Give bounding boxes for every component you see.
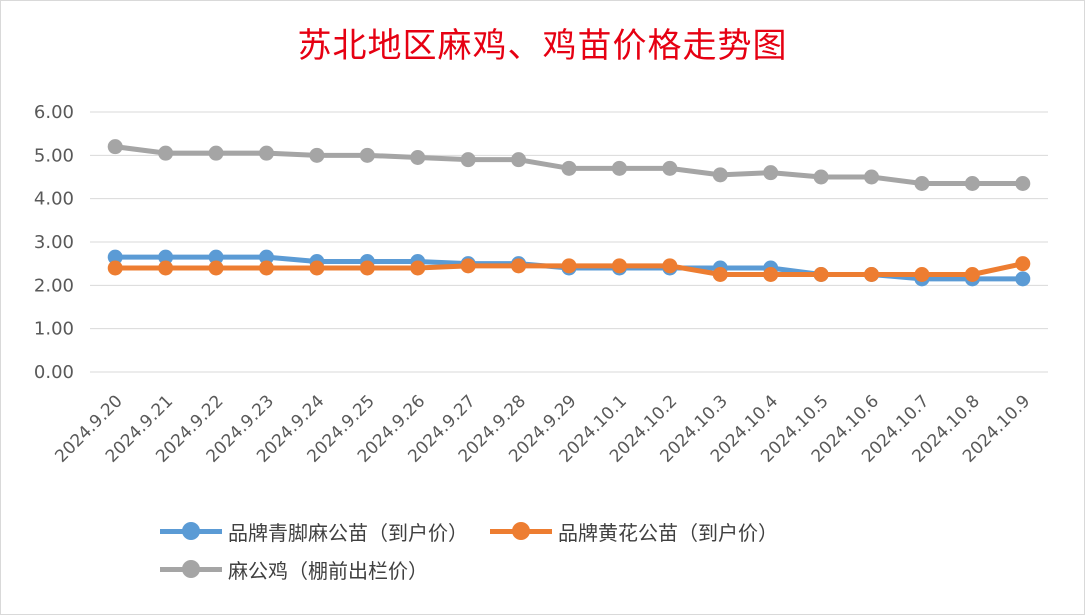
series-3-point [662, 160, 678, 176]
series-3-point [763, 165, 779, 181]
series-3-point [914, 176, 930, 191]
series-2-point [1015, 256, 1031, 272]
legend-item-series-1[interactable]: 品牌青脚麻公苗（到户价） [160, 517, 468, 546]
series-3-point [813, 169, 829, 185]
series-1-point [1015, 271, 1031, 287]
chart-title: 苏北地区麻鸡、鸡苗价格走势图 [297, 26, 788, 66]
series-2-point [107, 260, 123, 276]
series-1-point [107, 249, 123, 265]
y-tick-label: 0.00 [34, 362, 74, 383]
series-3-point [964, 176, 980, 191]
series-1-point [208, 249, 224, 265]
legend-item-series-3[interactable]: 麻公鸡（棚前出栏价） [160, 555, 428, 584]
series-2-point [258, 260, 274, 276]
series-1-point [258, 249, 274, 265]
line-chart: 0.001.002.003.004.005.006.002024.9.20202… [34, 102, 1048, 467]
series-2-point [561, 258, 577, 274]
series-2-point [864, 267, 880, 282]
series-3-point [208, 145, 224, 161]
series-3-point [511, 152, 527, 168]
series-2-point [914, 267, 930, 282]
series-3-point [712, 167, 728, 183]
series-2-point [712, 267, 728, 282]
series-2-point [662, 258, 678, 274]
series-3-point [410, 150, 426, 165]
series-2-point [158, 260, 174, 276]
series-3-point [561, 160, 577, 176]
series-3-point [864, 169, 880, 185]
legend-item-series-2[interactable]: 品牌黄花公苗（到户价） [490, 517, 778, 546]
y-tick-label: 6.00 [34, 102, 74, 123]
series-3-point [258, 145, 274, 161]
y-tick-label: 3.00 [34, 232, 74, 253]
series-3-point [1015, 176, 1031, 191]
legend: 品牌青脚麻公苗（到户价） 品牌黄花公苗（到户价） 麻公鸡（棚前出栏价） [160, 512, 940, 588]
legend-label-series-1: 品牌青脚麻公苗（到户价） [228, 520, 468, 545]
y-tick-label: 5.00 [34, 145, 74, 166]
legend-swatch-series-3 [160, 559, 222, 579]
series-2-point [813, 267, 829, 282]
series-2-point [410, 260, 426, 276]
series-2-point [763, 267, 779, 282]
series-2-point [309, 260, 325, 276]
series-1-point [158, 249, 174, 265]
legend-label-series-3: 麻公鸡（棚前出栏价） [228, 558, 428, 583]
series-3-point [309, 147, 325, 163]
series-3-point [611, 160, 627, 176]
series-2-point [964, 267, 980, 282]
y-tick-label: 1.00 [34, 319, 74, 340]
legend-label-series-2: 品牌黄花公苗（到户价） [558, 520, 778, 545]
series-3-point [359, 147, 375, 163]
series-2-point [460, 258, 476, 274]
series-3-point [107, 139, 123, 155]
series-2-point [208, 260, 224, 276]
legend-swatch-series-2 [490, 521, 552, 541]
y-tick-label: 4.00 [34, 189, 74, 210]
legend-swatch-series-1 [160, 521, 222, 541]
series-2-point [359, 260, 375, 276]
series-3-point [158, 145, 174, 161]
y-tick-label: 2.00 [34, 275, 74, 296]
series-2-point [511, 258, 527, 274]
series-3-point [460, 152, 476, 168]
series-2-point [611, 258, 627, 274]
